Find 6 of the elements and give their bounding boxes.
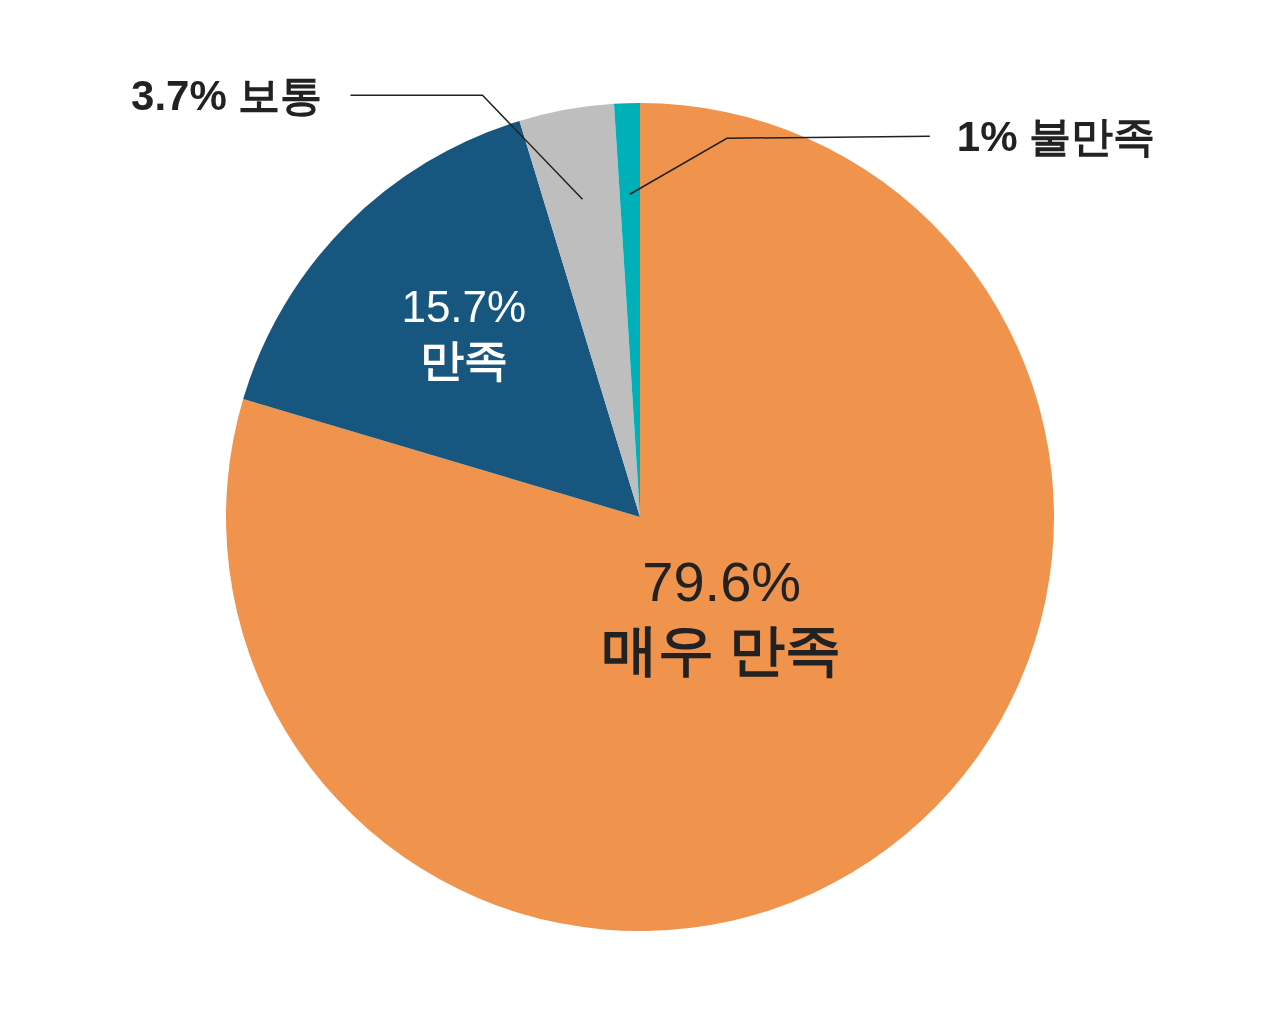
data-label: 79.6% bbox=[642, 550, 802, 614]
data-label: 15.7% bbox=[401, 282, 527, 332]
slice-label: 3.7% 보통 bbox=[131, 72, 323, 120]
slice-label: 만족 bbox=[419, 334, 508, 384]
slice-label: 매우 만족 bbox=[601, 617, 842, 681]
slice-label: 1% 불만족 bbox=[956, 113, 1156, 161]
